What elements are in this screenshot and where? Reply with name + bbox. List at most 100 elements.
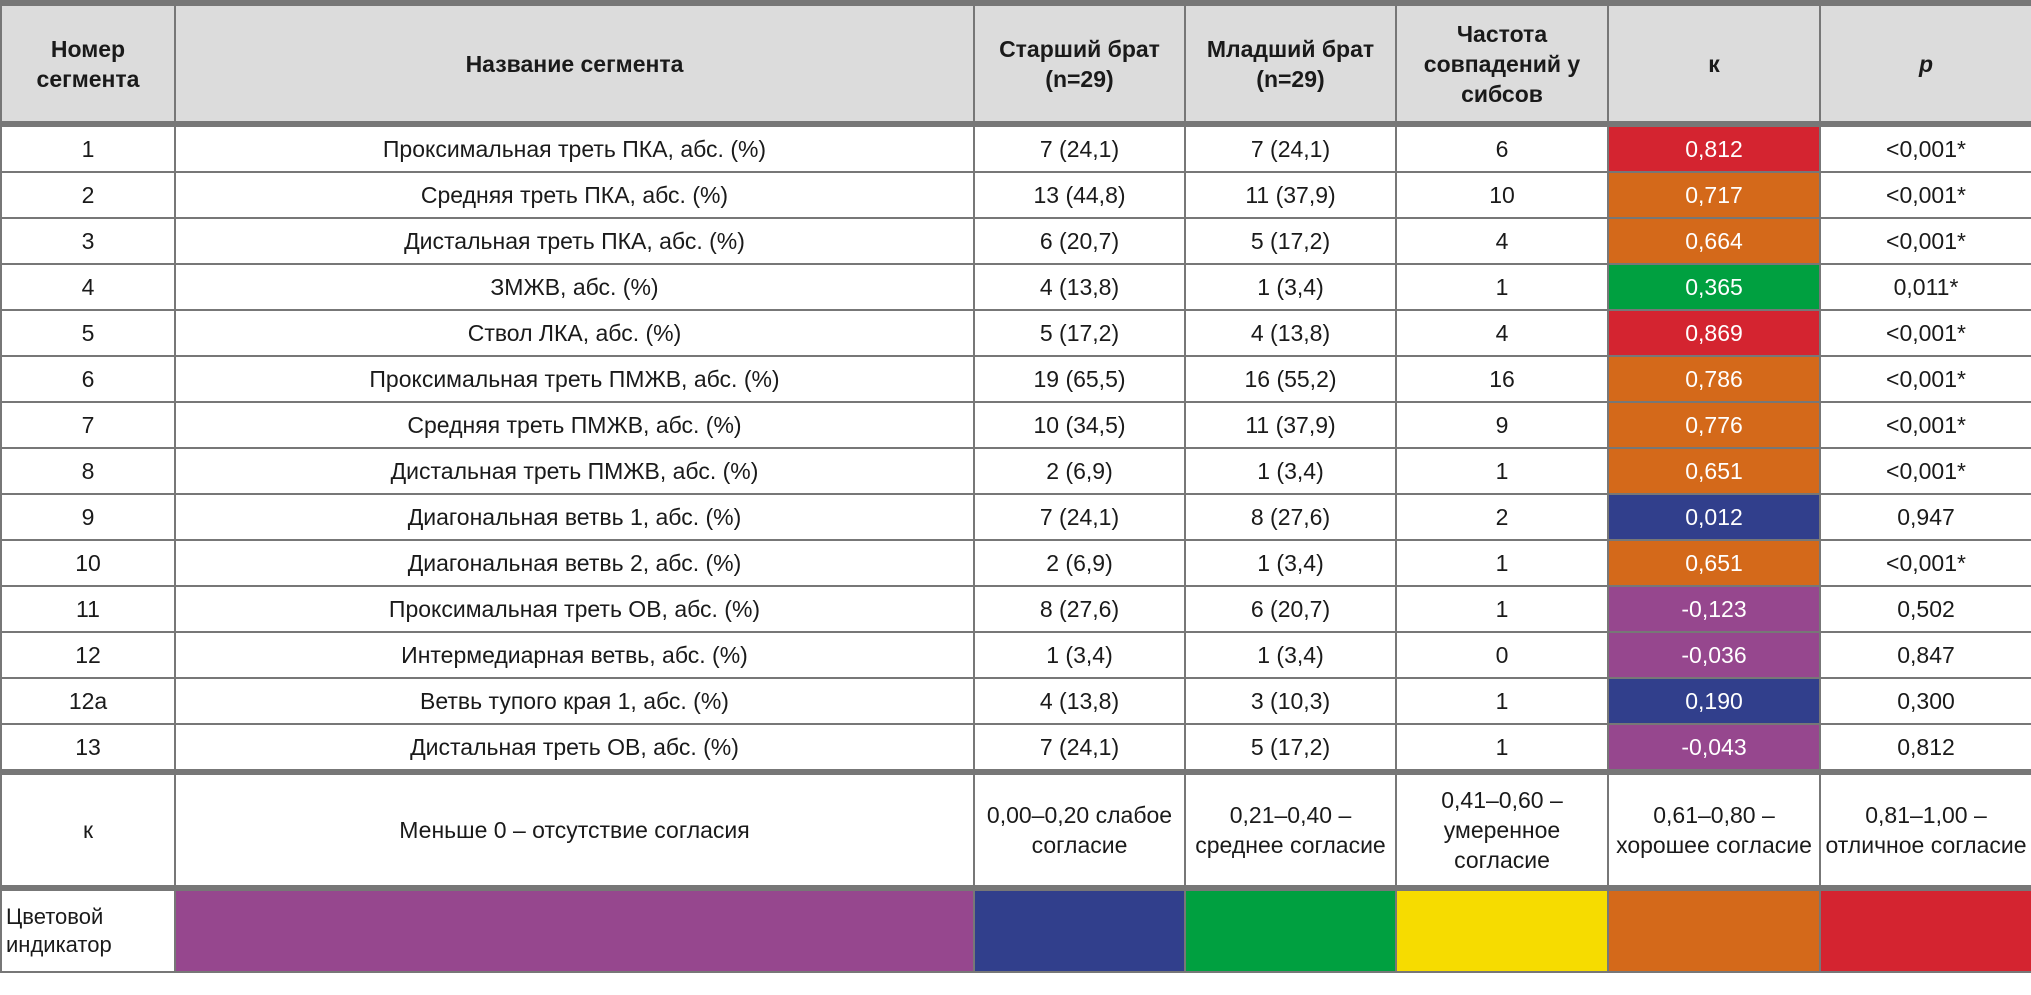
older-brother-value: 7 (24,1) [973, 723, 1186, 773]
kappa-value: 0,651 [1607, 447, 1821, 495]
legend-label: к [0, 769, 176, 889]
table-row: 5 Ствол ЛКА, абс. (%) 5 (17,2) 4 (13,8) 4 0,8… [0, 309, 2031, 357]
segment-number: 10 [0, 539, 176, 587]
younger-brother-value: 1 (3,4) [1184, 631, 1397, 679]
kappa-value: 0,717 [1607, 171, 1821, 219]
segment-number: 4 [0, 263, 176, 311]
match-frequency: 0 [1395, 631, 1609, 679]
segment-number: 12 [0, 631, 176, 679]
p-value: <0,001* [1819, 123, 2031, 173]
header-kappa: к [1607, 2, 1821, 127]
kappa-value: 0,664 [1607, 217, 1821, 265]
younger-brother-value: 5 (17,2) [1184, 723, 1397, 773]
younger-brother-value: 7 (24,1) [1184, 123, 1397, 173]
segment-name: Средняя треть ПКА, абс. (%) [174, 171, 975, 219]
kappa-value: 0,190 [1607, 677, 1821, 725]
color-swatch-blue [973, 885, 1186, 973]
older-brother-value: 2 (6,9) [973, 447, 1186, 495]
segment-name: Дистальная треть ПМЖВ, абс. (%) [174, 447, 975, 495]
kappa-value: 0,869 [1607, 309, 1821, 357]
segment-number: 13 [0, 723, 176, 773]
kappa-value: -0,043 [1607, 723, 1821, 773]
segment-number: 2 [0, 171, 176, 219]
kappa-value: 0,365 [1607, 263, 1821, 311]
match-frequency: 1 [1395, 539, 1609, 587]
color-swatch-red [1819, 885, 2031, 973]
segment-number: 12a [0, 677, 176, 725]
p-value: 0,502 [1819, 585, 2031, 633]
segment-name: Проксимальная треть ПКА, абс. (%) [174, 123, 975, 173]
younger-brother-value: 11 (37,9) [1184, 171, 1397, 219]
match-frequency: 16 [1395, 355, 1609, 403]
segment-name: Ствол ЛКА, абс. (%) [174, 309, 975, 357]
older-brother-value: 7 (24,1) [973, 123, 1186, 173]
legend-item: Меньше 0 – отсутствие согласия [174, 769, 975, 889]
younger-brother-value: 4 (13,8) [1184, 309, 1397, 357]
p-value: <0,001* [1819, 217, 2031, 265]
older-brother-value: 8 (27,6) [973, 585, 1186, 633]
older-brother-value: 10 (34,5) [973, 401, 1186, 449]
segment-name: Проксимальная треть ПМЖВ, абс. (%) [174, 355, 975, 403]
older-brother-value: 13 (44,8) [973, 171, 1186, 219]
kappa-value: 0,786 [1607, 355, 1821, 403]
table-row: 12a Ветвь тупого края 1, абс. (%) 4 (13,8)… [0, 677, 2031, 725]
header-segment-name: Название сегмента [174, 2, 975, 127]
table-row: 10 Диагональная ветвь 2, абс. (%) 2 (6,9) 1… [0, 539, 2031, 587]
match-frequency: 1 [1395, 585, 1609, 633]
match-frequency: 4 [1395, 217, 1609, 265]
segment-number: 6 [0, 355, 176, 403]
younger-brother-value: 1 (3,4) [1184, 263, 1397, 311]
p-value: <0,001* [1819, 447, 2031, 495]
older-brother-value: 7 (24,1) [973, 493, 1186, 541]
older-brother-value: 4 (13,8) [973, 263, 1186, 311]
p-value: <0,001* [1819, 355, 2031, 403]
legend-item: 0,81–1,00 – отличное согласие [1819, 769, 2031, 889]
color-indicator-row: Цветовой индикатор [0, 885, 2031, 973]
younger-brother-value: 6 (20,7) [1184, 585, 1397, 633]
match-frequency: 10 [1395, 171, 1609, 219]
kappa-value: -0,123 [1607, 585, 1821, 633]
segment-number: 7 [0, 401, 176, 449]
table-row: 7 Средняя треть ПМЖВ, абс. (%) 10 (34,5) 11… [0, 401, 2031, 449]
segment-name: Средняя треть ПМЖВ, абс. (%) [174, 401, 975, 449]
segment-number: 11 [0, 585, 176, 633]
table-row: 11 Проксимальная треть ОВ, абс. (%) 8 (27,… [0, 585, 2031, 633]
table-row: 9 Диагональная ветвь 1, абс. (%) 7 (24,1) 8… [0, 493, 2031, 541]
p-value: 0,947 [1819, 493, 2031, 541]
older-brother-value: 4 (13,8) [973, 677, 1186, 725]
kappa-value: 0,776 [1607, 401, 1821, 449]
legend-item: 0,21–0,40 – среднее согласие [1184, 769, 1397, 889]
kappa-value: -0,036 [1607, 631, 1821, 679]
table-row: 1 Проксимальная треть ПКА, абс. (%) 7 (24,… [0, 123, 2031, 173]
color-swatch-yellow [1395, 885, 1609, 973]
match-frequency: 1 [1395, 723, 1609, 773]
segment-name: Ветвь тупого края 1, абс. (%) [174, 677, 975, 725]
p-value: <0,001* [1819, 309, 2031, 357]
segment-name: Проксимальная треть ОВ, абс. (%) [174, 585, 975, 633]
segment-number: 5 [0, 309, 176, 357]
kappa-value: 0,012 [1607, 493, 1821, 541]
older-brother-value: 6 (20,7) [973, 217, 1186, 265]
segment-number: 9 [0, 493, 176, 541]
p-value: 0,847 [1819, 631, 2031, 679]
match-frequency: 9 [1395, 401, 1609, 449]
table-row: 8 Дистальная треть ПМЖВ, абс. (%) 2 (6,9) 1… [0, 447, 2031, 495]
legend-item: 0,00–0,20 слабое согласие [973, 769, 1186, 889]
header-match-frequency: Частота совпадений у сибсов [1395, 2, 1609, 127]
younger-brother-value: 1 (3,4) [1184, 447, 1397, 495]
color-swatch-purple [174, 885, 975, 973]
segment-number: 1 [0, 123, 176, 173]
younger-brother-value: 5 (17,2) [1184, 217, 1397, 265]
table-row: 12 Интермедиарная ветвь, абс. (%) 1 (3,4) 1… [0, 631, 2031, 679]
color-indicator-label: Цветовой индикатор [0, 885, 176, 973]
color-swatch-orange [1607, 885, 1821, 973]
segment-name: Диагональная ветвь 1, абс. (%) [174, 493, 975, 541]
kappa-table: Номер сегмента Название сегмента Старший… [0, 0, 2031, 973]
younger-brother-value: 3 (10,3) [1184, 677, 1397, 725]
kappa-value: 0,651 [1607, 539, 1821, 587]
legend-item: 0,41–0,60 – умеренное согласие [1395, 769, 1609, 889]
older-brother-value: 5 (17,2) [973, 309, 1186, 357]
p-value: <0,001* [1819, 171, 2031, 219]
match-frequency: 1 [1395, 447, 1609, 495]
match-frequency: 1 [1395, 263, 1609, 311]
